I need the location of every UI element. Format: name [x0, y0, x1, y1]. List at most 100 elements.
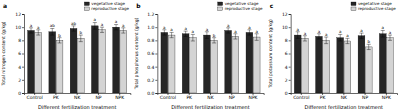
tick-label: 4: [18, 65, 21, 70]
error-bar: [114, 25, 118, 30]
legend-swatch: [218, 7, 223, 11]
error-bar: [205, 32, 209, 39]
bar: [246, 32, 253, 93]
tick-mark: [289, 27, 291, 28]
error-bar: [303, 36, 307, 41]
tick-mark: [22, 54, 24, 55]
tick-label: 8: [285, 38, 288, 43]
legend: vegetative stagereproductive stage: [351, 1, 396, 11]
y-tick: 6: [18, 51, 24, 56]
y-axis: 0.00.20.40.60.81.01.2: [147, 12, 158, 96]
significance-letter: a: [318, 29, 321, 34]
significance-letter: a: [170, 27, 173, 32]
y-tick: 10: [282, 25, 291, 30]
error-bar: [296, 32, 300, 39]
significance-letter: a: [163, 25, 166, 30]
significance-letter: b: [367, 39, 370, 44]
tick-label: 8: [18, 38, 21, 43]
bar: [225, 30, 232, 93]
tick-label: 2: [18, 78, 21, 83]
significance-letter: b: [58, 33, 61, 38]
tick-label: 1.2: [147, 12, 154, 17]
tick-mark: [289, 54, 291, 55]
x-tick: NP: [95, 93, 101, 100]
legend-label: reproductive stage: [225, 6, 263, 11]
y-tick: 4: [285, 65, 291, 70]
tick-label: NP: [229, 95, 235, 100]
x-axis-title: Different fertilization treatment: [171, 104, 249, 110]
tick-label: 10: [15, 25, 21, 30]
tick-mark: [289, 67, 291, 68]
bar: [91, 26, 98, 93]
legend-swatch: [218, 2, 223, 6]
y-tick: 6: [285, 51, 291, 56]
y-axis: 024681012: [282, 12, 291, 96]
x-tick: Control: [293, 93, 309, 100]
x-axis-title: Different fertilization treatment: [305, 104, 383, 110]
tick-label: NK: [207, 95, 214, 100]
bar: [323, 40, 330, 93]
error-bar: [212, 38, 216, 43]
error-bar: [100, 27, 104, 32]
legend-swatch: [351, 7, 356, 11]
x-tick: PK: [53, 93, 60, 100]
x-tick: NP: [362, 93, 368, 100]
bar: [232, 36, 239, 93]
tick-label: Control: [160, 95, 176, 100]
bar: [182, 34, 189, 93]
error-bar: [381, 30, 385, 37]
tick-label: Control: [26, 95, 42, 100]
y-tick: 0.4: [147, 65, 157, 70]
axis-line: [155, 15, 158, 94]
tick-label: NPK: [249, 95, 259, 100]
panel-title: a: [3, 2, 7, 9]
bar: [379, 34, 386, 93]
legend-entry: reproductive stage: [84, 6, 129, 11]
bar: [56, 40, 63, 93]
bar: [99, 30, 106, 93]
x-axis-title: Different fertilization treatment: [38, 104, 116, 110]
y-tick: 0: [18, 91, 24, 96]
significance-letter: a: [325, 32, 328, 37]
significance-letter: a: [382, 25, 385, 30]
significance-letter: a: [248, 25, 251, 30]
significance-letter: a: [304, 31, 307, 36]
bar: [113, 27, 120, 93]
x-tick: NK: [207, 93, 214, 100]
error-bar: [50, 28, 54, 35]
tick-mark: [289, 40, 291, 41]
error-bar: [191, 34, 195, 41]
significance-letter: a: [206, 27, 209, 32]
panel-title: b: [136, 2, 141, 9]
significance-letter: a: [255, 29, 258, 34]
error-bar: [367, 44, 371, 49]
y-tick: 8: [285, 38, 291, 43]
significance-letter: a: [94, 17, 97, 22]
error-bar: [57, 38, 61, 43]
bar: [168, 35, 175, 93]
bar: [316, 36, 323, 93]
legend-label: reproductive stage: [358, 6, 396, 11]
significance-letter: a: [122, 23, 125, 28]
error-bar: [226, 28, 230, 33]
x-tick: PK: [186, 93, 193, 100]
bar: [387, 38, 394, 93]
legend-swatch: [84, 7, 89, 11]
tick-mark: [22, 80, 24, 81]
y-tick: 4: [18, 65, 24, 70]
error-bar: [247, 30, 251, 35]
error-bar: [36, 30, 40, 35]
error-bar: [184, 31, 188, 36]
tick-mark: [289, 93, 291, 94]
x-tick: PK: [320, 93, 327, 100]
bar: [189, 38, 196, 93]
x-tick: NPK: [382, 93, 392, 100]
error-bar: [93, 23, 97, 30]
tick-mark: [155, 93, 157, 94]
tick-mark: [22, 67, 24, 68]
x-tick: NP: [229, 93, 235, 100]
tick-mark: [289, 80, 291, 81]
error-bar: [72, 26, 76, 31]
y-axis-title: Total potassium content (g/kg): [268, 19, 273, 89]
tick-label: NP: [362, 95, 368, 100]
